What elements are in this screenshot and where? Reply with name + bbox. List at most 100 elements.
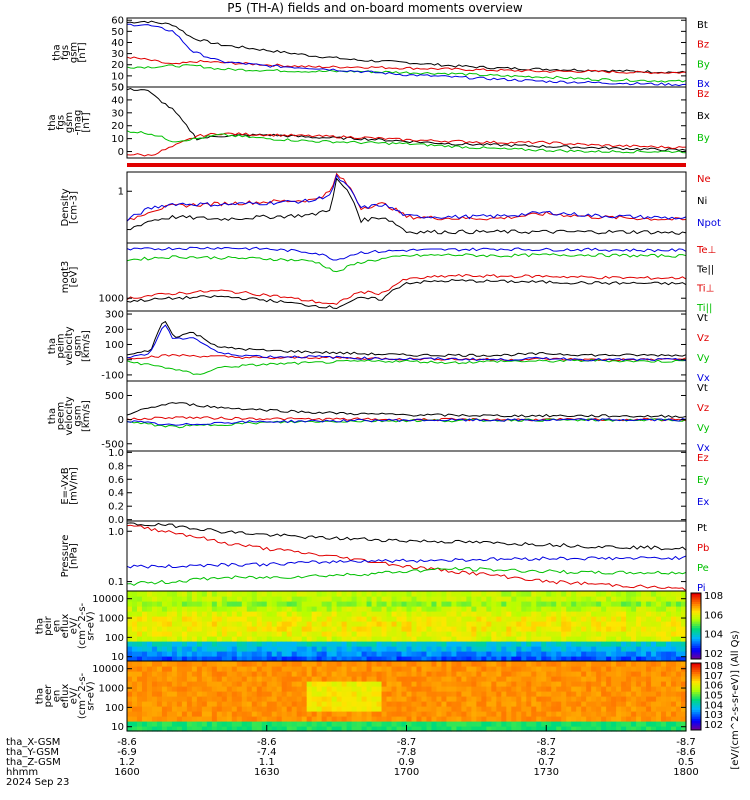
heatmap-cell <box>221 701 228 707</box>
heatmap-cell <box>161 596 168 602</box>
heatmap-cell <box>336 666 343 672</box>
heatmap-cell <box>241 591 248 597</box>
heatmap-cell <box>476 621 482 627</box>
heatmap-cell <box>456 711 462 717</box>
colorbar-cell <box>691 637 701 640</box>
heatmap-cell <box>191 651 198 657</box>
heatmap-cell <box>321 661 328 667</box>
heatmap-cell <box>161 621 168 627</box>
heatmap-cell <box>551 701 557 707</box>
heatmap-cell <box>636 626 642 632</box>
y-axis-label: peem <box>56 402 67 430</box>
heatmap-cell <box>561 646 567 652</box>
heatmap-cell <box>151 726 158 732</box>
heatmap-cell <box>511 601 517 607</box>
heatmap-cell <box>441 641 448 647</box>
heatmap-cell <box>401 661 408 667</box>
heatmap-cell <box>136 646 143 652</box>
heatmap-cell <box>171 701 178 707</box>
heatmap-cell <box>181 636 188 642</box>
heatmap-cell <box>521 621 527 627</box>
heatmap-cell <box>646 681 652 687</box>
heatmap-cell <box>571 681 577 687</box>
colorbar-tick-label: 102 <box>704 720 723 731</box>
heatmap-cell <box>531 691 537 697</box>
heatmap-cell <box>601 656 607 662</box>
heatmap-cell <box>616 686 622 692</box>
heatmap-cell <box>521 636 527 642</box>
heatmap-cell <box>631 631 637 637</box>
heatmap-cell <box>621 691 627 697</box>
heatmap-cell <box>146 601 153 607</box>
colorbar-label: [eV/(cm^2-s-sr-eV)] (All Qs) <box>730 630 741 769</box>
heatmap-cell <box>486 641 492 647</box>
colorbar-frame <box>690 662 702 731</box>
heatmap-cell <box>346 696 353 702</box>
heatmap-cell <box>271 596 278 602</box>
colorbar-cell <box>691 623 701 627</box>
series-line-Ni <box>126 177 687 235</box>
heatmap-cell <box>171 721 178 727</box>
series-line-Ti⊥ <box>126 246 687 261</box>
heatmap-cell <box>341 666 348 672</box>
heatmap-cell <box>651 631 657 637</box>
heatmap-cell <box>546 681 552 687</box>
heatmap-cell <box>191 611 198 617</box>
heatmap-cell <box>301 646 308 652</box>
heatmap-cell <box>506 621 512 627</box>
heatmap-cell <box>311 651 318 657</box>
heatmap-cell <box>671 721 677 727</box>
heatmap-cell <box>426 706 433 712</box>
heatmap-cell <box>541 701 547 707</box>
heatmap-cell <box>226 716 233 722</box>
heatmap-cell <box>551 616 557 622</box>
heatmap-cell <box>661 726 667 732</box>
heatmap-cell <box>206 636 213 642</box>
heatmap-cell <box>456 621 462 627</box>
heatmap-cell <box>186 681 193 687</box>
heatmap-cell <box>161 626 168 632</box>
heatmap-cell <box>531 606 537 612</box>
heatmap-cell <box>201 651 208 657</box>
heatmap-cell <box>441 721 448 727</box>
heatmap-cell <box>151 691 158 697</box>
heatmap-cell <box>381 626 388 632</box>
heatmap-cell <box>466 676 472 682</box>
heatmap-cell <box>326 641 333 647</box>
heatmap-cell <box>366 636 373 642</box>
heatmap-cell <box>546 596 552 602</box>
heatmap-cell <box>401 601 408 607</box>
heatmap-cell <box>131 631 138 637</box>
heatmap-cell <box>556 596 562 602</box>
heatmap-cell <box>626 681 632 687</box>
heatmap-cell <box>671 706 677 712</box>
heatmap-cell <box>476 641 482 647</box>
heatmap-cell <box>271 666 278 672</box>
heatmap-cell <box>421 611 428 617</box>
heatmap-cell <box>491 646 497 652</box>
heatmap-cell <box>276 721 283 727</box>
heatmap-cell <box>131 626 138 632</box>
heatmap-cell <box>316 651 323 657</box>
heatmap-cell <box>476 611 482 617</box>
heatmap-cell <box>416 656 423 662</box>
heatmap-cell <box>361 656 368 662</box>
heatmap-cell <box>491 691 497 697</box>
heatmap-cell <box>441 631 448 637</box>
heatmap-cell <box>471 611 477 617</box>
heatmap-cell <box>131 726 138 732</box>
heatmap-cell <box>371 596 378 602</box>
heatmap-cell <box>131 641 138 647</box>
heatmap-cell <box>301 621 308 627</box>
heatmap-cell <box>291 661 298 667</box>
colorbar-cell <box>691 696 701 700</box>
heatmap-cell <box>571 711 577 717</box>
heatmap-cell <box>241 686 248 692</box>
heatmap-cell <box>246 646 253 652</box>
heatmap-cell <box>661 671 667 677</box>
heatmap-cell <box>411 666 418 672</box>
heatmap-cell <box>666 646 672 652</box>
colorbar-tick-label: 106 <box>704 610 723 621</box>
heatmap-cell <box>206 681 213 687</box>
heatmap-cell <box>321 671 328 677</box>
